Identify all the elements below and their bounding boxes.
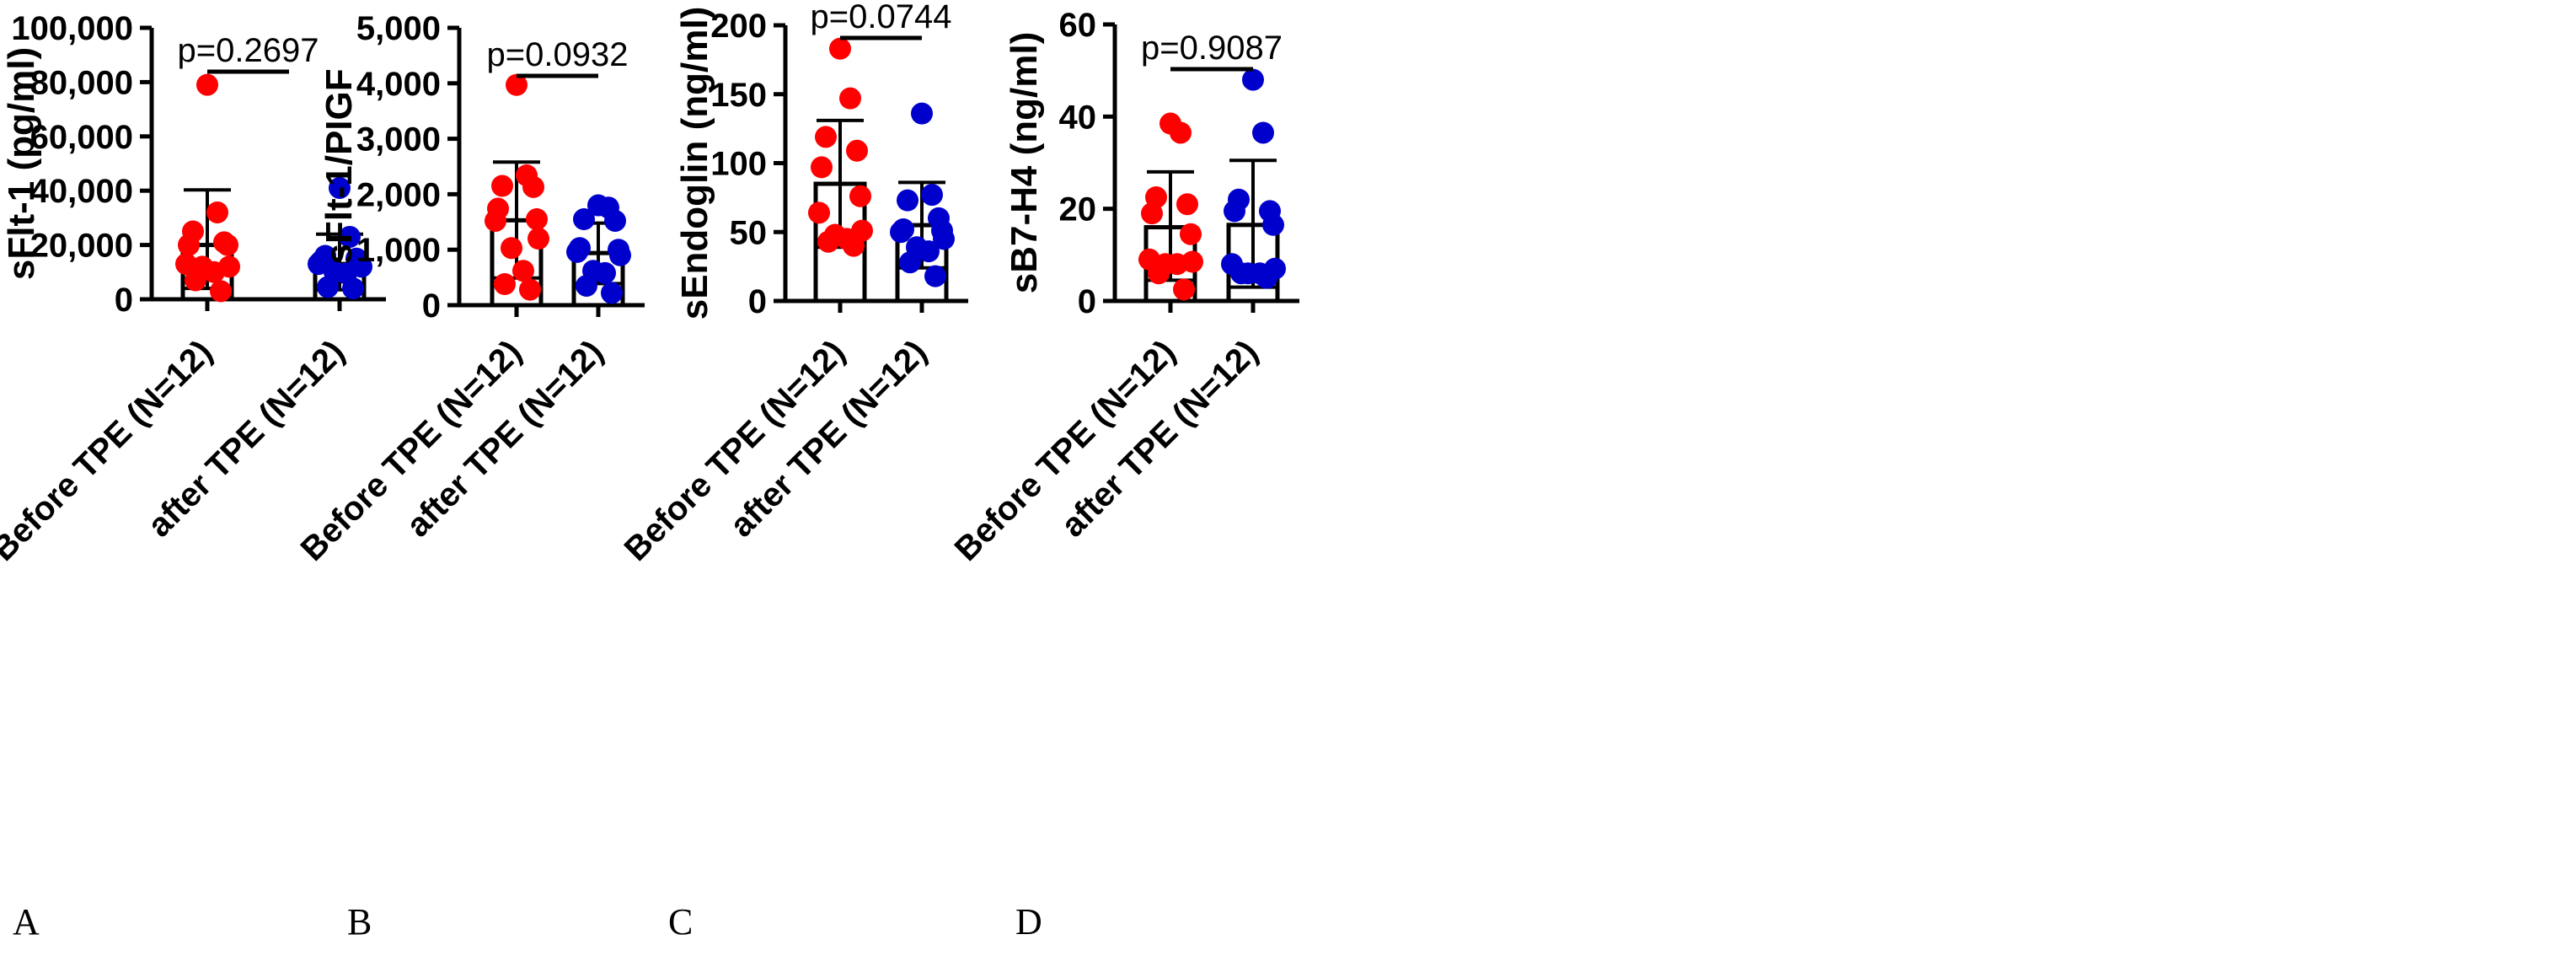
data-point xyxy=(843,234,865,257)
data-point xyxy=(1230,262,1252,285)
data-point xyxy=(494,272,516,295)
y-tick-label: 0 xyxy=(1078,283,1096,320)
panel-letter: C xyxy=(668,901,693,943)
data-point xyxy=(924,265,946,287)
data-point xyxy=(594,261,616,284)
y-tick-label: 100,000 xyxy=(11,10,133,47)
data-point xyxy=(217,234,238,256)
y-tick-label: 1,000 xyxy=(356,232,441,269)
p-value-label: p=0.0744 xyxy=(811,0,952,35)
y-tick-label: 100 xyxy=(710,146,767,183)
y-tick-label: 150 xyxy=(710,77,767,114)
y-axis-label: sB7-H4 (ng/ml) xyxy=(1004,32,1045,293)
data-point xyxy=(1252,121,1274,144)
data-point xyxy=(1256,266,1277,289)
data-point xyxy=(849,185,871,207)
data-point xyxy=(1262,213,1284,236)
p-value-label: p=0.9087 xyxy=(1141,30,1283,67)
y-tick-label: 5,000 xyxy=(356,10,441,47)
data-point xyxy=(609,244,631,266)
panel-letter: D xyxy=(1015,901,1042,943)
data-point xyxy=(911,102,933,125)
panel-letter: B xyxy=(347,901,372,943)
data-point xyxy=(890,221,912,244)
y-tick-label: 20,000 xyxy=(30,228,133,265)
data-point xyxy=(846,139,868,162)
data-point xyxy=(899,251,921,274)
data-point xyxy=(921,184,943,207)
p-value-label: p=0.0932 xyxy=(487,36,629,73)
x-tick-label: Before TPE (N=12) xyxy=(0,333,219,568)
data-point xyxy=(501,237,522,260)
data-point xyxy=(506,73,528,96)
data-point xyxy=(203,260,225,283)
data-point xyxy=(1166,253,1188,276)
data-point xyxy=(1224,200,1245,223)
data-point xyxy=(178,234,200,256)
data-point xyxy=(210,280,232,303)
y-tick-label: 40,000 xyxy=(30,173,133,210)
y-tick-label: 60,000 xyxy=(30,119,133,156)
data-point xyxy=(811,156,833,179)
data-point xyxy=(526,208,548,231)
data-point xyxy=(604,209,626,232)
y-tick-label: 80,000 xyxy=(30,64,133,101)
p-value-label: p=0.2697 xyxy=(178,32,319,69)
data-point xyxy=(817,230,839,253)
y-tick-label: 20 xyxy=(1059,191,1097,228)
data-point xyxy=(808,201,830,224)
data-point xyxy=(342,277,364,300)
data-point xyxy=(573,208,595,231)
data-point xyxy=(933,228,955,250)
y-tick-label: 0 xyxy=(115,282,133,319)
data-point xyxy=(185,269,206,292)
data-point xyxy=(918,240,940,263)
data-point xyxy=(485,209,506,232)
data-point xyxy=(512,260,534,282)
data-point xyxy=(317,276,339,298)
data-point xyxy=(566,240,588,263)
y-tick-label: 40 xyxy=(1059,99,1097,136)
data-point xyxy=(196,73,218,96)
y-axis-label: sEndoglin (ng/ml) xyxy=(674,7,715,320)
data-point xyxy=(339,225,361,248)
data-point xyxy=(815,126,837,148)
y-tick-label: 50 xyxy=(730,214,768,251)
data-point xyxy=(329,176,351,199)
data-point xyxy=(1148,262,1170,285)
data-point xyxy=(491,175,513,197)
y-axis-label: sFlt-1/PIGF xyxy=(319,68,360,264)
data-point xyxy=(576,274,597,297)
data-point xyxy=(1180,223,1202,245)
data-point xyxy=(522,175,544,198)
data-point xyxy=(519,278,541,301)
data-point xyxy=(829,37,851,60)
data-point xyxy=(1170,121,1192,144)
y-tick-label: 0 xyxy=(748,283,767,320)
panel-b: 01,0002,0003,0004,0005,000sFlt-1/PIGFBef… xyxy=(294,10,645,943)
data-point xyxy=(1141,202,1163,225)
data-point xyxy=(528,228,549,250)
y-tick-label: 4,000 xyxy=(356,66,441,103)
y-tick-label: 0 xyxy=(422,287,441,325)
y-tick-label: 200 xyxy=(710,8,767,45)
y-tick-label: 2,000 xyxy=(356,176,441,213)
data-point xyxy=(1173,278,1195,301)
y-tick-label: 3,000 xyxy=(356,121,441,158)
y-tick-label: 60 xyxy=(1059,7,1097,44)
data-point xyxy=(897,189,918,212)
data-point xyxy=(1242,68,1264,91)
panel-letter: A xyxy=(13,901,40,943)
data-point xyxy=(206,201,228,223)
data-point xyxy=(601,282,623,304)
y-axis-label: sFlt-1 (pg/ml) xyxy=(1,47,42,280)
data-point xyxy=(1176,193,1198,216)
data-point xyxy=(839,87,861,110)
